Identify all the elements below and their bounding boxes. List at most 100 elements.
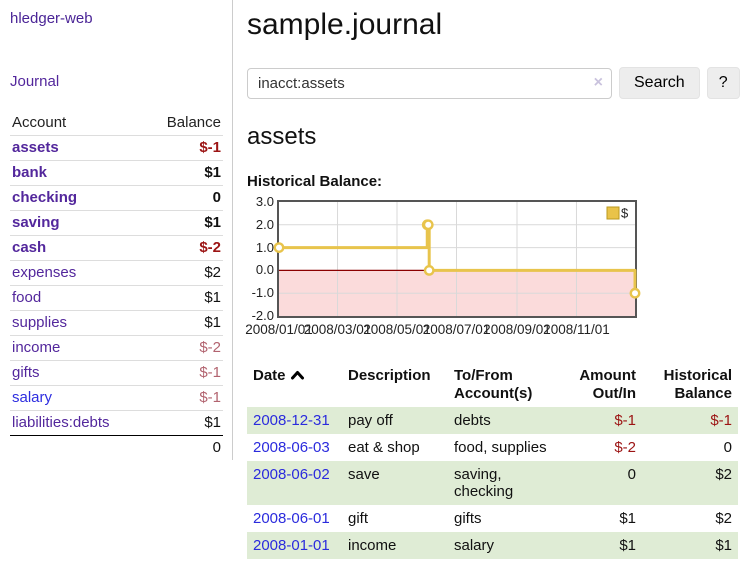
account-link-bank[interactable]: bank (12, 164, 48, 181)
transaction-balance: $2 (715, 510, 732, 527)
accounts-header-row: Account Balance (10, 110, 223, 136)
account-row: salary $-1 (10, 385, 223, 411)
transaction-amount: $1 (619, 510, 636, 527)
accounts-total-row: 0 (10, 435, 223, 460)
search-input[interactable] (247, 67, 612, 99)
sidebar: hledger-web Journal Account Balance asse… (0, 0, 233, 460)
page-title: sample.journal (247, 8, 443, 41)
account-link-gifts[interactable]: gifts (12, 364, 40, 381)
account-row: saving $1 (10, 210, 223, 236)
account-row: assets $-1 (10, 135, 223, 161)
transaction-balance: 0 (723, 439, 732, 456)
clear-search-icon[interactable]: × (593, 73, 603, 91)
transaction-description: eat & shop (348, 439, 420, 456)
account-balance: $1 (145, 160, 223, 186)
transaction-balance: $2 (715, 466, 732, 483)
y-tick-label: 1.0 (255, 239, 274, 255)
transaction-date-link[interactable]: 2008-12-31 (253, 412, 330, 429)
sort-ascending-icon (290, 371, 304, 380)
transaction-accounts: food, supplies (454, 439, 547, 456)
transaction-balance: $-1 (710, 412, 732, 429)
account-row: checking 0 (10, 185, 223, 211)
register-header-row: Date Description To/From Account(s) Amou… (247, 364, 738, 407)
x-tick-label: 2008/11/01 (543, 322, 610, 337)
transaction-description: pay off (348, 412, 393, 429)
transaction-accounts: salary (454, 537, 495, 554)
account-link-cash[interactable]: cash (12, 239, 47, 256)
legend-label: $ (621, 206, 629, 221)
search-bar: × Search ? (247, 67, 742, 99)
account-row: cash $-2 (10, 235, 223, 261)
account-link-expenses[interactable]: expenses (12, 264, 77, 281)
transaction-date-link[interactable]: 2008-01-01 (253, 537, 330, 554)
account-balance: $1 (145, 210, 223, 236)
account-balance: $2 (145, 260, 223, 286)
x-tick-label: 2008/07/01 (422, 322, 491, 337)
main-content: sample.journal × Search ? assets Histori… (245, 0, 742, 559)
transaction-row: 2008-12-31 pay off debts $-1 $-1 (247, 407, 738, 434)
account-link-supplies[interactable]: supplies (12, 314, 68, 331)
search-input-wrap: × (247, 67, 612, 99)
transaction-date-link[interactable]: 2008-06-02 (253, 466, 330, 483)
account-row: expenses $2 (10, 260, 223, 286)
account-balance: $1 (145, 285, 223, 311)
accounts-total-balance: 0 (145, 435, 223, 460)
transaction-description: gift (348, 510, 369, 527)
y-tick-label: -2.0 (251, 308, 274, 323)
account-row: food $1 (10, 285, 223, 311)
account-link-liabilities-debts[interactable]: liabilities:debts (12, 414, 110, 431)
balance-column-header: Historical Balance (663, 367, 732, 402)
transaction-accounts: debts (454, 412, 491, 429)
account-link-assets[interactable]: assets (12, 139, 59, 156)
chart-svg: $ (273, 202, 641, 316)
balance-column-header: Balance (166, 114, 221, 131)
transaction-amount: 0 (627, 466, 636, 483)
transaction-description: save (348, 466, 380, 483)
x-tick-label: 2008/03/01 (303, 322, 372, 337)
account-balance: 0 (145, 185, 223, 211)
app-brand: hledger-web (10, 10, 222, 28)
search-help-button[interactable]: ? (706, 67, 740, 99)
account-link-food[interactable]: food (12, 289, 42, 306)
account-row: gifts $-1 (10, 360, 223, 386)
transaction-amount: $-2 (614, 439, 636, 456)
accounts-table: Account Balance assets $-1 bank $1 check… (10, 110, 223, 460)
account-link-income[interactable]: income (12, 339, 61, 356)
account-balance: $-1 (145, 135, 223, 161)
account-balance: $-1 (145, 360, 223, 386)
description-column-header: Description (348, 367, 431, 384)
register-table: Date Description To/From Account(s) Amou… (247, 364, 738, 559)
y-tick-label: 0.0 (255, 262, 274, 278)
transaction-amount: $1 (619, 537, 636, 554)
transaction-accounts: saving, checking (454, 466, 514, 500)
historical-balance-label: Historical Balance: (247, 173, 383, 190)
transaction-amount: $-1 (614, 412, 636, 429)
date-column-header[interactable]: Date (247, 364, 342, 407)
account-heading: assets (247, 123, 317, 150)
account-balance: $-1 (145, 385, 223, 411)
transaction-date-link[interactable]: 2008-06-03 (253, 439, 330, 456)
amount-column-header: Amount Out/In (579, 367, 636, 402)
y-tick-label: 3.0 (255, 194, 274, 209)
account-row: bank $1 (10, 160, 223, 186)
x-tick-label: 2008/01/01 (245, 322, 313, 337)
brand-link[interactable]: hledger-web (10, 10, 93, 27)
x-tick-label: 2008/09/01 (483, 322, 551, 337)
y-tick-label: -1.0 (251, 285, 274, 301)
transaction-date-link[interactable]: 2008-06-01 (253, 510, 330, 527)
chart-plot-area: $ (273, 200, 641, 318)
search-button[interactable]: Search (619, 67, 700, 99)
account-balance: $-2 (145, 235, 223, 261)
account-link-salary[interactable]: salary (12, 389, 53, 406)
transaction-row: 2008-06-02 save saving, checking 0 $2 (247, 461, 738, 505)
x-tick-label: 2008/05/01 (363, 322, 431, 337)
transaction-row: 2008-01-01 income salary $1 $1 (247, 532, 738, 559)
account-link-checking[interactable]: checking (12, 189, 78, 206)
account-row: income $-2 (10, 335, 223, 361)
account-column-header: Account (12, 114, 67, 131)
chart-x-axis-labels: 2008/01/01 2008/03/01 2008/05/01 2008/07/01… (245, 322, 635, 338)
account-link-saving[interactable]: saving (12, 214, 60, 231)
sidebar-item-journal[interactable]: Journal (10, 73, 60, 90)
sidebar-nav: Journal (10, 73, 222, 91)
account-row: liabilities:debts $1 (10, 410, 223, 436)
